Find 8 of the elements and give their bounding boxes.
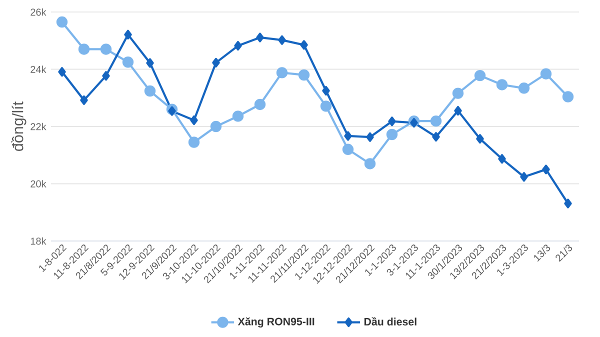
- legend-label: Xăng RON95-III: [238, 317, 314, 328]
- y-axis-title: đồng/lít: [11, 101, 26, 152]
- y-tick-label: 24k: [30, 66, 46, 73]
- legend-label: Dầu diesel: [364, 317, 416, 326]
- y-tick-label: 22k: [30, 122, 46, 130]
- y-tick-label: 26k: [30, 8, 46, 16]
- y-tick-label: 18k: [30, 237, 46, 245]
- y-tick-label: 20k: [30, 180, 46, 188]
